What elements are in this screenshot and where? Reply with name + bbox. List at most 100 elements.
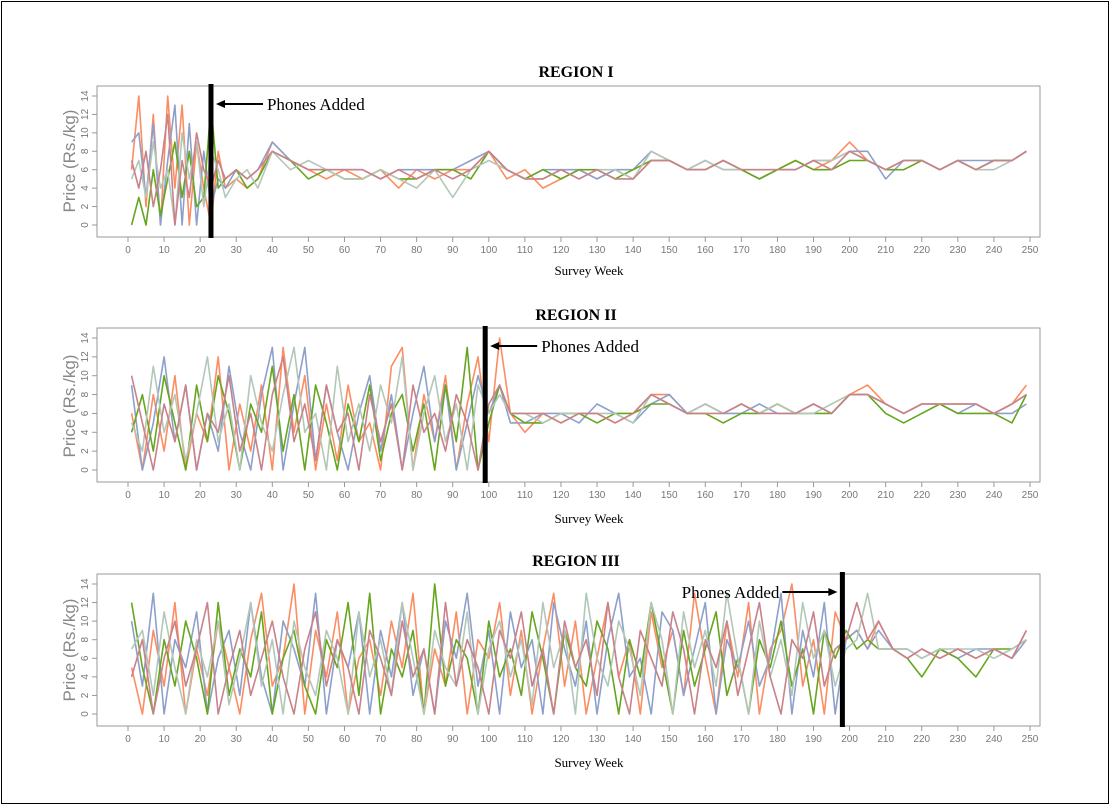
- x-tick-label: 90: [447, 734, 459, 745]
- x-tick-label: 20: [195, 245, 207, 256]
- y-tick-label: 12: [80, 351, 91, 363]
- series-line-4: [130, 592, 1027, 715]
- x-tick-label: 200: [841, 245, 858, 256]
- series-line-3: [130, 104, 1027, 226]
- x-tick-label: 240: [986, 490, 1003, 501]
- y-tick-label: 12: [80, 108, 91, 120]
- y-tick-label: 14: [80, 578, 91, 590]
- x-tick-label: 0: [125, 734, 131, 745]
- y-tick-label: 0: [80, 467, 91, 473]
- plot-frame: [96, 85, 1041, 238]
- y-tick-label: 6: [80, 166, 91, 172]
- y-axis-label: Price (Rs./kg): [60, 110, 79, 213]
- x-tick-label: 90: [447, 245, 459, 256]
- x-tick-label: 200: [841, 734, 858, 745]
- x-tick-label: 180: [769, 245, 786, 256]
- x-tick-label: 250: [1022, 734, 1039, 745]
- x-tick-label: 180: [769, 734, 786, 745]
- x-tick-label: 20: [195, 734, 207, 745]
- x-axis-label: Survey Week: [554, 755, 624, 770]
- x-tick-label: 230: [949, 734, 966, 745]
- y-tick-label: 0: [80, 711, 91, 717]
- y-tick-label: 14: [80, 332, 91, 344]
- x-tick-label: 50: [303, 734, 315, 745]
- x-tick-label: 0: [125, 245, 131, 256]
- x-tick-label: 150: [661, 490, 678, 501]
- x-tick-label: 120: [553, 490, 570, 501]
- x-tick-label: 50: [303, 245, 315, 256]
- y-tick-label: 8: [80, 391, 91, 397]
- x-tick-label: 170: [733, 490, 750, 501]
- chart-title: REGION III: [532, 553, 620, 570]
- y-tick-label: 10: [80, 615, 91, 627]
- y-tick-label: 10: [80, 370, 91, 382]
- x-tick-label: 220: [913, 490, 930, 501]
- series-line-4: [130, 346, 1027, 471]
- x-tick-label: 100: [480, 734, 497, 745]
- x-tick-label: 160: [697, 490, 714, 501]
- x-tick-label: 140: [625, 490, 642, 501]
- x-tick-label: 150: [661, 245, 678, 256]
- plot-frame: [96, 573, 1041, 727]
- y-tick-label: 2: [80, 203, 91, 209]
- y-tick-label: 4: [80, 674, 91, 680]
- x-tick-label: 130: [589, 734, 606, 745]
- annotation-arrowhead: [215, 100, 225, 108]
- x-tick-label: 10: [159, 245, 171, 256]
- x-tick-label: 30: [231, 490, 243, 501]
- x-tick-label: 240: [986, 734, 1003, 745]
- x-tick-label: 210: [877, 734, 894, 745]
- x-tick-label: 240: [986, 245, 1003, 256]
- x-tick-label: 190: [805, 490, 822, 501]
- x-tick-label: 130: [589, 245, 606, 256]
- y-tick-label: 14: [80, 90, 91, 102]
- x-tick-label: 170: [733, 245, 750, 256]
- y-tick-label: 2: [80, 448, 91, 454]
- x-tick-label: 80: [411, 734, 423, 745]
- y-tick-label: 8: [80, 148, 91, 154]
- x-tick-label: 20: [195, 490, 207, 501]
- x-tick-label: 100: [480, 245, 497, 256]
- x-tick-label: 30: [231, 245, 243, 256]
- x-tick-label: 10: [159, 734, 171, 745]
- x-tick-label: 210: [877, 245, 894, 256]
- x-tick-label: 190: [805, 734, 822, 745]
- x-tick-label: 70: [375, 245, 387, 256]
- x-tick-label: 250: [1022, 490, 1039, 501]
- x-tick-label: 110: [517, 490, 533, 501]
- x-tick-label: 120: [553, 734, 570, 745]
- chart-title: REGION II: [535, 307, 616, 324]
- x-tick-label: 80: [411, 490, 423, 501]
- x-tick-label: 100: [480, 490, 497, 501]
- x-tick-label: 150: [661, 734, 678, 745]
- x-tick-label: 10: [159, 490, 171, 501]
- x-tick-label: 160: [697, 734, 714, 745]
- y-tick-label: 2: [80, 692, 91, 698]
- x-tick-label: 40: [267, 734, 279, 745]
- y-axis-label: Price (Rs./kg): [60, 355, 79, 458]
- x-tick-label: 200: [841, 490, 858, 501]
- y-axis-label: Price (Rs./kg): [60, 599, 79, 702]
- chart-panel-region-iii: REGION III Survey Week Price (Rs./kg) 0 2…: [60, 553, 1041, 770]
- x-tick-label: 120: [553, 245, 570, 256]
- x-tick-label: 30: [231, 734, 243, 745]
- annotation-arrowhead: [490, 342, 500, 350]
- x-tick-label: 60: [339, 245, 351, 256]
- x-tick-label: 40: [267, 245, 279, 256]
- x-tick-label: 190: [805, 245, 822, 256]
- x-tick-label: 230: [949, 490, 966, 501]
- y-tick-label: 4: [80, 429, 91, 435]
- series-line-3: [130, 346, 1028, 471]
- y-tick-label: 10: [80, 127, 91, 139]
- series-line-5: [130, 356, 1027, 471]
- annotation-label: Phones Added: [682, 583, 780, 602]
- x-tick-label: 70: [375, 734, 387, 745]
- x-tick-label: 0: [125, 490, 131, 501]
- y-tick-label: 4: [80, 185, 91, 191]
- x-tick-label: 60: [339, 490, 351, 501]
- annotation-arrowhead: [828, 588, 838, 596]
- y-tick-label: 12: [80, 597, 91, 609]
- chart-title: REGION I: [538, 64, 613, 81]
- series-line-1: [130, 583, 1028, 715]
- x-tick-label: 230: [949, 245, 966, 256]
